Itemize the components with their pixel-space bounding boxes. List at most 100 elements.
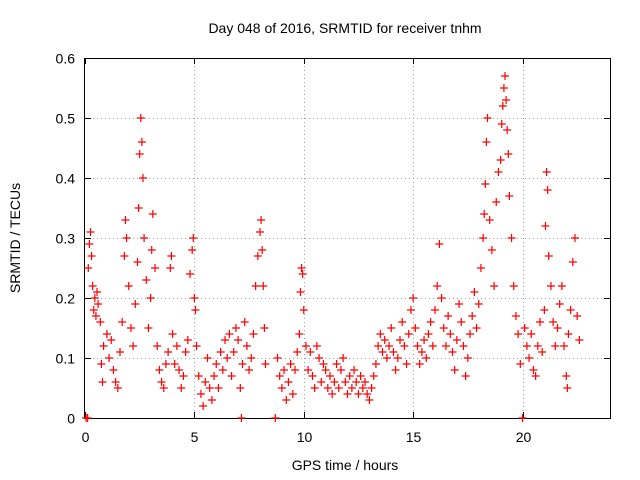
data-point — [242, 342, 251, 350]
data-point — [354, 390, 363, 398]
data-point — [476, 264, 485, 272]
data-point — [201, 378, 210, 386]
data-point — [280, 366, 289, 374]
data-point — [365, 396, 374, 404]
data-point — [496, 156, 505, 164]
data-point — [172, 342, 181, 350]
data-point — [369, 372, 378, 380]
data-point — [286, 360, 295, 368]
data-point — [463, 354, 472, 362]
data-point — [571, 234, 579, 242]
y-tick-label: 0.4 — [56, 171, 76, 187]
data-point — [164, 348, 173, 356]
data-point — [249, 330, 258, 338]
data-point — [339, 354, 348, 362]
data-point — [247, 354, 256, 362]
x-tick-label: 15 — [406, 429, 422, 445]
data-point — [238, 360, 247, 368]
data-point — [361, 378, 369, 386]
data-point — [480, 210, 489, 218]
data-point — [212, 360, 221, 368]
data-point — [225, 330, 234, 338]
data-point — [452, 336, 461, 344]
data-point — [140, 234, 149, 242]
data-point — [502, 96, 511, 104]
data-point — [205, 384, 214, 392]
data-point — [98, 378, 107, 386]
data-point — [109, 366, 118, 374]
data-point — [404, 330, 413, 338]
data-point — [190, 294, 199, 302]
data-point — [546, 282, 555, 290]
data-point — [121, 216, 130, 224]
data-point — [88, 282, 97, 290]
data-point — [573, 312, 582, 320]
data-point — [529, 366, 538, 374]
data-point — [455, 300, 464, 308]
y-tick-label: 0 — [67, 411, 75, 427]
data-point — [424, 330, 433, 338]
data-point — [236, 384, 245, 392]
data-point — [487, 246, 496, 254]
data-point — [332, 360, 341, 368]
data-point — [85, 240, 94, 248]
data-point — [258, 246, 267, 254]
data-point — [113, 384, 122, 392]
data-point — [170, 360, 179, 368]
data-point — [116, 348, 124, 356]
data-point — [134, 204, 143, 212]
data-point — [411, 324, 420, 332]
data-point — [186, 270, 194, 278]
data-point — [282, 396, 291, 404]
data-point — [122, 234, 131, 242]
data-point — [168, 330, 177, 338]
data-point — [551, 342, 560, 350]
data-point — [179, 372, 188, 380]
data-point — [229, 348, 238, 356]
data-point — [94, 300, 103, 308]
data-point — [557, 282, 566, 290]
data-point — [144, 324, 153, 332]
data-point — [520, 324, 529, 332]
data-point — [483, 114, 492, 122]
data-point — [90, 294, 99, 302]
data-point — [166, 264, 175, 272]
data-point — [420, 336, 429, 344]
data-point — [422, 354, 431, 362]
data-point — [352, 378, 361, 386]
data-point — [277, 384, 286, 392]
axis-ticks: 0 0.1 0.2 0.3 0.4 0.5 0.6 0 5 10 15 20 — [56, 51, 610, 445]
data-point — [562, 372, 571, 380]
data-point — [433, 282, 442, 290]
data-point — [306, 348, 315, 356]
y-tick-label: 0.1 — [56, 351, 76, 367]
data-point — [428, 342, 437, 350]
data-point — [323, 384, 332, 392]
data-point — [107, 336, 116, 344]
data-point — [450, 366, 459, 374]
data-point — [518, 414, 527, 422]
data-point — [83, 414, 92, 422]
data-point — [129, 342, 138, 350]
data-point — [533, 342, 542, 350]
data-point — [191, 306, 200, 314]
data-point — [296, 288, 305, 296]
data-point — [479, 234, 488, 242]
data-point — [468, 312, 477, 320]
data-point — [541, 222, 550, 230]
data-point — [406, 306, 415, 314]
data-point — [136, 114, 145, 122]
data-point — [485, 216, 494, 224]
data-point — [111, 378, 120, 386]
y-tick-label: 0.3 — [56, 231, 76, 247]
data-point — [531, 372, 540, 380]
data-point — [210, 372, 219, 380]
data-point — [120, 252, 129, 260]
data-point — [194, 372, 203, 380]
data-point — [387, 324, 396, 332]
data-point — [400, 342, 409, 350]
data-point — [431, 306, 439, 314]
data-point — [240, 318, 249, 326]
data-point — [437, 294, 446, 302]
